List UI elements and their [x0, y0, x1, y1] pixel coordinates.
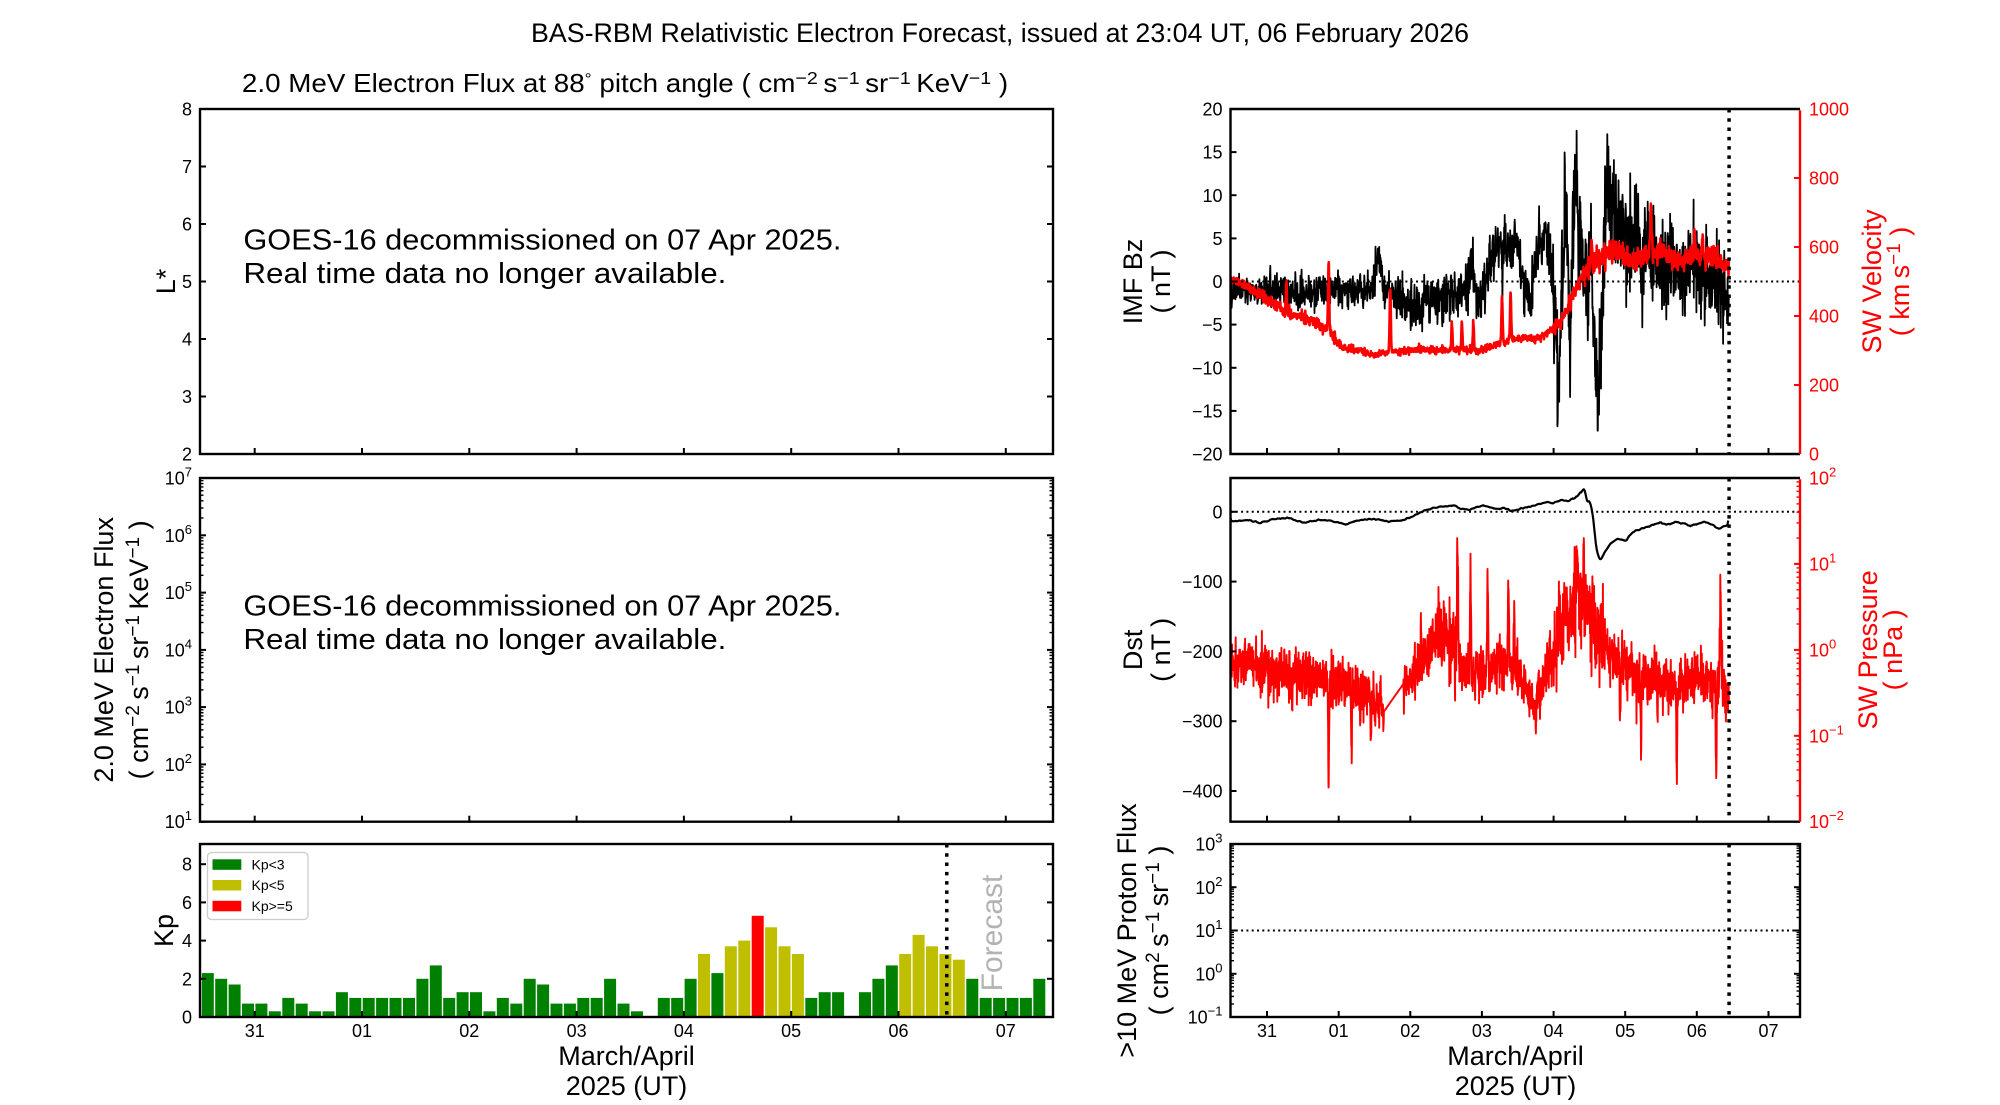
- svg-text:0: 0: [1212, 502, 1222, 522]
- svg-text:( nT ): ( nT ): [1146, 249, 1176, 313]
- svg-text:01: 01: [1329, 1021, 1349, 1041]
- svg-text:−5: −5: [1202, 315, 1223, 335]
- svg-text:05: 05: [1615, 1021, 1635, 1041]
- svg-text:−20: −20: [1192, 445, 1223, 465]
- svg-text:−200: −200: [1182, 642, 1223, 662]
- svg-text:−300: −300: [1182, 712, 1223, 732]
- svg-text:2: 2: [182, 969, 192, 989]
- svg-text:BAS-RBM Relativistic Electron: BAS-RBM Relativistic Electron Forecast, …: [531, 18, 1469, 48]
- svg-text:4: 4: [182, 931, 192, 951]
- svg-text:0: 0: [182, 1008, 192, 1028]
- svg-text:02: 02: [1400, 1021, 1420, 1041]
- svg-text:( nPa ): ( nPa ): [1878, 609, 1908, 690]
- svg-text:3: 3: [182, 387, 192, 407]
- svg-text:107: 107: [165, 465, 192, 489]
- svg-text:31: 31: [245, 1021, 265, 1041]
- svg-text:Real time data no longer avail: Real time data no longer available.: [243, 624, 726, 656]
- svg-text:20: 20: [1202, 100, 1222, 120]
- svg-text:0: 0: [1212, 272, 1222, 292]
- svg-text:5: 5: [182, 272, 192, 292]
- svg-text:2.0 MeV Electron Flux at 88° p: 2.0 MeV Electron Flux at 88° pitch angle…: [242, 68, 1008, 98]
- svg-text:SW Pressure: SW Pressure: [1853, 570, 1883, 729]
- svg-text:−100: −100: [1182, 572, 1223, 592]
- svg-text:5: 5: [1212, 229, 1222, 249]
- svg-text:4: 4: [182, 330, 192, 350]
- svg-text:6: 6: [182, 215, 192, 235]
- svg-text:L*: L*: [151, 268, 181, 294]
- svg-text:10−1: 10−1: [1809, 722, 1844, 746]
- svg-text:( cm−2 s−1 sr−1 KeV−1 ): ( cm−2 s−1 sr−1 KeV−1 ): [123, 520, 154, 779]
- svg-text:05: 05: [781, 1021, 801, 1041]
- svg-text:( km s−1 ): ( km s−1 ): [1884, 227, 1915, 337]
- svg-text:15: 15: [1202, 143, 1222, 163]
- svg-text:GOES-16 decommissioned on 07 A: GOES-16 decommissioned on 07 Apr 2025.: [243, 225, 841, 257]
- svg-text:04: 04: [674, 1021, 694, 1041]
- svg-text:07: 07: [1758, 1021, 1778, 1041]
- svg-text:SW Velocity: SW Velocity: [1857, 209, 1887, 354]
- svg-text:GOES-16 decommissioned on 07 A: GOES-16 decommissioned on 07 Apr 2025.: [243, 591, 841, 623]
- svg-text:10: 10: [1202, 186, 1222, 206]
- svg-text:06: 06: [1687, 1021, 1707, 1041]
- svg-text:03: 03: [567, 1021, 587, 1041]
- svg-text:104: 104: [165, 636, 192, 660]
- svg-text:IMF Bz: IMF Bz: [1118, 239, 1148, 325]
- svg-text:06: 06: [888, 1021, 908, 1041]
- svg-text:106: 106: [165, 522, 192, 546]
- svg-text:−400: −400: [1182, 782, 1223, 802]
- svg-text:Dst: Dst: [1118, 629, 1148, 670]
- svg-text:Kp<3: Kp<3: [252, 856, 285, 872]
- svg-text:8: 8: [182, 100, 192, 120]
- svg-text:04: 04: [1544, 1021, 1564, 1041]
- svg-text:6: 6: [182, 893, 192, 913]
- svg-text:2025 (UT): 2025 (UT): [1455, 1071, 1577, 1100]
- svg-text:400: 400: [1809, 307, 1839, 327]
- svg-text:200: 200: [1809, 376, 1839, 396]
- svg-text:Forecast: Forecast: [976, 874, 1009, 991]
- svg-text:−15: −15: [1192, 401, 1223, 421]
- svg-text:2025 (UT): 2025 (UT): [566, 1071, 688, 1100]
- svg-text:March/April: March/April: [1447, 1041, 1584, 1071]
- svg-text:101: 101: [165, 808, 192, 832]
- svg-text:02: 02: [459, 1021, 479, 1041]
- svg-text:8: 8: [182, 855, 192, 875]
- svg-text:01: 01: [352, 1021, 372, 1041]
- svg-text:March/April: March/April: [558, 1041, 695, 1071]
- svg-text:600: 600: [1809, 238, 1839, 258]
- svg-text:Kp<5: Kp<5: [252, 877, 285, 893]
- svg-text:>10 MeV Proton Flux: >10 MeV Proton Flux: [1112, 803, 1142, 1058]
- svg-text:2.0 MeV Electron Flux: 2.0 MeV Electron Flux: [89, 517, 119, 783]
- svg-text:800: 800: [1809, 169, 1839, 189]
- svg-text:Kp>=5: Kp>=5: [252, 898, 293, 914]
- svg-text:7: 7: [182, 157, 192, 177]
- svg-text:Kp: Kp: [149, 914, 179, 947]
- svg-text:−10: −10: [1192, 358, 1223, 378]
- svg-text:( nT ): ( nT ): [1146, 618, 1176, 682]
- svg-text:03: 03: [1472, 1021, 1492, 1041]
- svg-text:0: 0: [1809, 445, 1819, 465]
- svg-text:07: 07: [996, 1021, 1016, 1041]
- svg-text:Real time data no longer avail: Real time data no longer available.: [243, 258, 726, 290]
- svg-text:31: 31: [1257, 1021, 1277, 1041]
- svg-text:1000: 1000: [1809, 100, 1849, 120]
- svg-text:2: 2: [182, 445, 192, 465]
